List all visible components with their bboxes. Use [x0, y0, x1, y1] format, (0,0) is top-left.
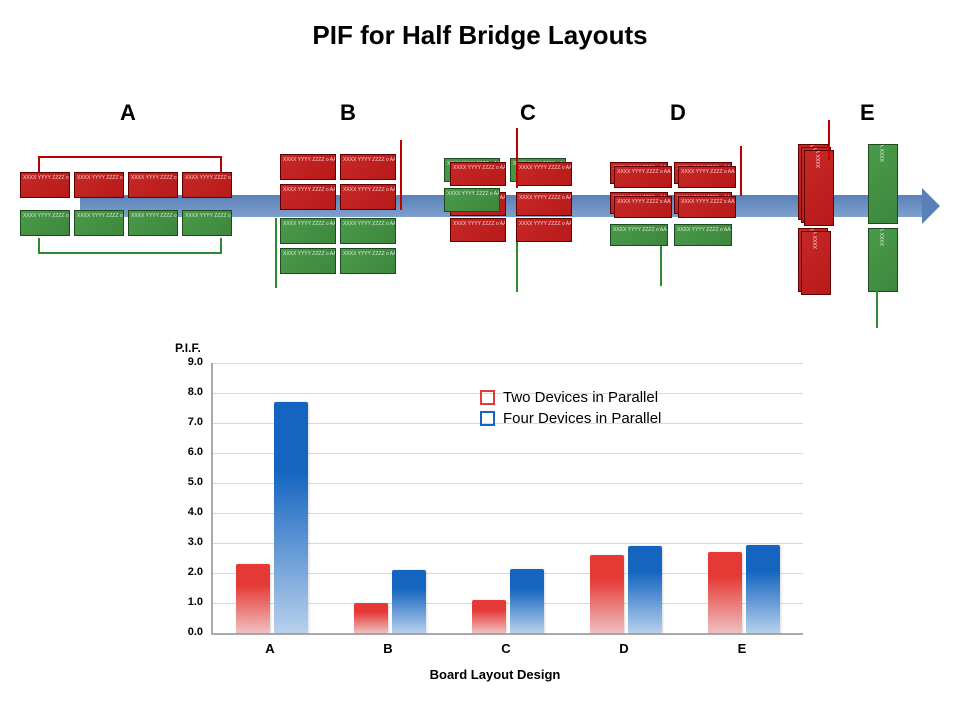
indicator-bar	[400, 140, 402, 210]
legend-label: Two Devices in Parallel	[503, 389, 658, 406]
bar-blue	[274, 402, 308, 633]
device-block-red: XXXX YYYY ZZZZ o AAAA	[614, 196, 672, 218]
device-block-red: XXXX YYYY ZZZZ o AAAA	[74, 172, 124, 198]
device-block-red: XXXX YYYY ZZZZ o AAAA	[516, 162, 572, 186]
device-block-red: XXXX YYYY ZZZZ o AAAA	[280, 184, 336, 210]
indicator-bar	[275, 218, 277, 288]
device-block-red: XXXX YYYY ZZZZ o AAAA	[182, 172, 232, 198]
chart-y-title: P.I.F.	[175, 341, 201, 355]
device-block-red: XXXX YYYY ZZZZ o AAAA	[340, 184, 396, 210]
device-block-green: XXXX YYYY ZZZZ o AAAA	[674, 224, 732, 246]
chart-legend: Two Devices in Parallel Four Devices in …	[480, 385, 661, 431]
device-block-green: XXXX YYYY ZZZZ o AAAA	[182, 210, 232, 236]
pif-chart: P.I.F. 0.01.02.03.04.05.06.07.08.09.0 AB…	[175, 345, 815, 695]
legend-label: Four Devices in Parallel	[503, 410, 661, 427]
device-block-red: XXXX YYYY ZZZZ o AAAA	[516, 218, 572, 242]
x-tick-label: B	[338, 641, 438, 656]
device-block-red: XXXX YYYY ZZZZ o AAAA	[450, 218, 506, 242]
legend-item-four: Four Devices in Parallel	[480, 410, 661, 427]
y-tick-label: 7.0	[175, 416, 203, 428]
diagram-label-E: E	[860, 100, 875, 126]
indicator-bar	[828, 120, 830, 160]
indicator-bar	[516, 128, 518, 188]
device-block-green: XXXX YYYY ZZZZ o AAAA	[20, 210, 70, 236]
y-tick-label: 4.0	[175, 506, 203, 518]
y-tick-label: 6.0	[175, 446, 203, 458]
x-tick-label: A	[220, 641, 320, 656]
y-tick-label: 0.0	[175, 626, 203, 638]
diagram-label-A: A	[120, 100, 136, 126]
device-block-red: XXXX YYYY ZZZZ o AAAA	[516, 192, 572, 216]
y-tick-label: 8.0	[175, 386, 203, 398]
page-title: PIF for Half Bridge Layouts	[0, 20, 960, 51]
device-block-red: XXXX YYYY ZZZZ o AAAA	[128, 172, 178, 198]
indicator-bar	[516, 242, 518, 292]
y-tick-label: 1.0	[175, 596, 203, 608]
bar-red	[590, 555, 624, 633]
device-block-green: XXXX YYYY ZZZZ o AAAA	[444, 188, 500, 212]
bar-blue	[746, 545, 780, 634]
diagrams-row: AXXXX YYYY ZZZZ o AAAAXXXX YYYY ZZZZ o A…	[20, 100, 940, 320]
device-block-green: XXXX YYYY ZZZZ o AAAA	[128, 210, 178, 236]
device-block-red: XXXX YYYY ZZZZ o AAAA	[280, 154, 336, 180]
diagram-label-B: B	[340, 100, 356, 126]
indicator-bar	[740, 146, 742, 196]
y-tick-label: 2.0	[175, 566, 203, 578]
bar-red	[354, 603, 388, 633]
gridline	[213, 363, 803, 364]
bar-red	[236, 564, 270, 633]
device-block-red: XXXX YYYY ZZZZ o AAAA	[678, 196, 736, 218]
y-tick-label: 5.0	[175, 476, 203, 488]
device-block-red: XXXX YYYY ZZZZ o AAAA	[804, 150, 834, 226]
y-tick-label: 9.0	[175, 356, 203, 368]
device-block-green: XXXX YYYY ZZZZ o AAAA	[340, 248, 396, 274]
bracket-green	[38, 238, 222, 254]
device-block-green: XXXX YYYY ZZZZ o AAAA	[280, 218, 336, 244]
x-tick-label: E	[692, 641, 792, 656]
diagram-label-D: D	[670, 100, 686, 126]
x-tick-label: D	[574, 641, 674, 656]
indicator-bar	[876, 290, 878, 328]
device-block-red: XXXX YYYY ZZZZ o AAAA	[678, 166, 736, 188]
bar-red	[472, 600, 506, 633]
legend-item-two: Two Devices in Parallel	[480, 389, 661, 406]
device-block-green: XXXX YYYY ZZZZ o AAAA	[868, 144, 898, 224]
device-block-red: XXXX YYYY ZZZZ o AAAA	[450, 162, 506, 186]
indicator-bar	[660, 246, 662, 286]
device-block-red: XXXX YYYY ZZZZ o AAAA	[20, 172, 70, 198]
device-block-red: XXXX YYYY ZZZZ o AAAA	[614, 166, 672, 188]
device-block-red: XXXX YYYY ZZZZ o AAAA	[340, 154, 396, 180]
bracket-red	[38, 156, 222, 172]
device-block-green: XXXX YYYY ZZZZ o AAAA	[74, 210, 124, 236]
bar-blue	[628, 546, 662, 633]
diagram-label-C: C	[520, 100, 536, 126]
device-block-green: XXXX YYYY ZZZZ o AAAA	[280, 248, 336, 274]
device-block-green: XXXX YYYY ZZZZ o AAAA	[610, 224, 668, 246]
chart-x-title: Board Layout Design	[175, 667, 815, 682]
device-block-red: XXXX YYYY ZZZZ o AAAA	[801, 231, 831, 295]
bar-blue	[510, 569, 544, 634]
bar-red	[708, 552, 742, 633]
device-block-green: XXXX YYYY ZZZZ o AAAA	[340, 218, 396, 244]
x-tick-label: C	[456, 641, 556, 656]
y-tick-label: 3.0	[175, 536, 203, 548]
device-block-green: XXXX YYYY ZZZZ o AAAA	[868, 228, 898, 292]
bar-blue	[392, 570, 426, 633]
